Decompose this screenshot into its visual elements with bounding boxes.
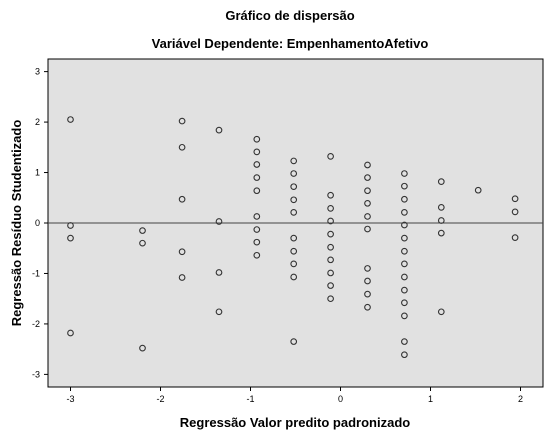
- data-point: [178, 143, 186, 151]
- data-point: [327, 230, 334, 238]
- data-point: [401, 182, 408, 190]
- data-point: [290, 273, 298, 281]
- y-tick-label: 1: [35, 168, 40, 178]
- data-point: [327, 282, 334, 289]
- data-point: [290, 196, 298, 204]
- data-point: [327, 217, 334, 225]
- data-point: [364, 277, 371, 285]
- data-point: [401, 170, 408, 177]
- data-point: [139, 227, 146, 234]
- chart-subtitle: Variável Dependente: EmpenhamentoAfetivo: [152, 36, 429, 51]
- data-point: [437, 178, 445, 185]
- data-point: [364, 213, 371, 220]
- data-point: [139, 239, 146, 247]
- data-point: [253, 251, 261, 259]
- x-axis-label: Regressão Valor predito padronizado: [180, 415, 410, 430]
- data-point: [401, 338, 408, 345]
- data-point: [253, 226, 261, 233]
- chart-title: Gráfico de dispersão: [225, 8, 354, 23]
- data-point: [253, 187, 261, 195]
- x-tick-label: 2: [518, 394, 523, 404]
- x-tick-label: -1: [246, 394, 254, 404]
- data-point: [290, 247, 298, 255]
- data-point: [67, 116, 74, 123]
- data-point: [401, 312, 408, 320]
- y-tick-label: -3: [32, 369, 40, 379]
- data-point: [437, 217, 445, 224]
- data-point: [364, 290, 371, 298]
- data-point: [511, 208, 519, 216]
- data-point: [364, 174, 371, 181]
- x-tick-label: -3: [66, 394, 74, 404]
- data-point: [401, 221, 408, 229]
- data-point: [327, 256, 334, 264]
- data-point: [327, 295, 334, 303]
- data-point: [401, 260, 408, 268]
- y-tick-label: 0: [35, 218, 40, 228]
- data-point: [290, 338, 298, 345]
- data-point: [401, 247, 408, 255]
- data-point: [290, 183, 298, 191]
- data-point: [474, 186, 482, 194]
- data-point: [178, 195, 186, 203]
- data-point: [364, 265, 371, 272]
- data-point: [364, 303, 371, 311]
- data-point: [178, 274, 186, 281]
- x-tick-label: 1: [428, 394, 433, 404]
- data-point: [401, 209, 408, 216]
- data-point: [401, 273, 408, 281]
- data-point: [401, 351, 408, 359]
- data-point: [327, 205, 334, 212]
- data-point: [401, 299, 408, 307]
- data-point: [364, 199, 371, 207]
- y-tick-label: 2: [35, 117, 40, 127]
- data-point: [290, 209, 298, 216]
- data-point: [67, 222, 74, 229]
- data-point: [253, 213, 261, 220]
- data-point: [511, 195, 519, 203]
- y-tick-label: 3: [35, 67, 40, 77]
- y-tick-label: -1: [32, 268, 40, 278]
- data-point: [511, 234, 519, 241]
- x-tick-label: -2: [156, 394, 164, 404]
- data-point: [401, 195, 408, 203]
- data-point: [437, 308, 445, 316]
- y-axis-label: Regressão Resíduo Studentizado: [9, 120, 24, 327]
- data-point: [253, 238, 261, 246]
- data-point: [290, 260, 298, 268]
- data-point: [437, 204, 445, 211]
- data-point: [215, 218, 223, 225]
- data-point: [215, 308, 223, 316]
- data-point: [327, 243, 334, 251]
- data-point: [364, 225, 371, 233]
- data-point: [327, 191, 334, 199]
- data-point: [215, 126, 223, 134]
- data-point: [253, 161, 261, 168]
- y-tick-label: -2: [32, 319, 40, 329]
- data-point: [290, 157, 298, 165]
- data-point: [253, 148, 261, 156]
- data-point: [401, 286, 408, 294]
- data-point: [290, 170, 298, 177]
- data-point: [178, 117, 186, 125]
- x-tick-label: 0: [338, 394, 343, 404]
- data-point: [139, 344, 146, 352]
- data-point: [178, 248, 186, 256]
- data-point: [253, 135, 261, 143]
- data-point: [327, 153, 334, 160]
- data-point: [401, 234, 408, 242]
- data-point: [364, 187, 371, 195]
- data-point: [364, 161, 371, 169]
- data-point: [215, 269, 223, 276]
- data-point: [437, 229, 445, 237]
- data-point: [253, 174, 261, 181]
- data-point: [67, 329, 74, 337]
- axis-ticks: -3 -2 -1 0 1 2 -3 -2 -1 0 1 2 3: [32, 67, 523, 404]
- data-points: [67, 116, 519, 359]
- data-point: [327, 269, 334, 277]
- data-point: [290, 234, 298, 242]
- data-point: [67, 234, 74, 242]
